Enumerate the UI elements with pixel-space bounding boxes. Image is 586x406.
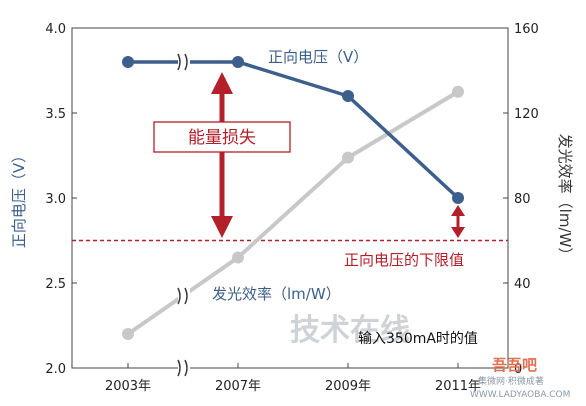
watermark-line1: 集微网·积微成著 (478, 375, 544, 387)
left-axis-title: 正向电压（V） (10, 148, 28, 248)
efficiency-point (232, 251, 244, 264)
right-axis-ticks: 0 40 80 120 160 (503, 22, 539, 377)
left-tick-label: 4.0 (45, 22, 66, 37)
efficiency-point (122, 328, 134, 340)
watermark-text: 技术在线 (290, 313, 410, 348)
threshold-label: 正向电压的下限值 (344, 251, 464, 269)
watermark-logo: 吾吾吧 (492, 356, 537, 374)
x-tick-label: 2009年 (325, 379, 371, 394)
series-label-voltage: 正向电压（V） (268, 48, 368, 66)
efficiency-point (342, 151, 354, 164)
left-tick-label: 3.5 (45, 107, 66, 122)
series-label-efficiency: 发光效率（lm/W） (212, 285, 341, 303)
voltage-point (122, 56, 134, 68)
break-mark (177, 287, 188, 305)
voltage-point (342, 90, 354, 102)
gap-arrow (451, 205, 465, 238)
voltage-point (452, 192, 464, 204)
watermark-line2: WWW.LADYAOBA.COM (470, 390, 570, 400)
energy-loss-label: 能量损失 (188, 128, 256, 148)
x-tick-label: 2011年 (435, 379, 481, 394)
left-tick-label: 2.5 (45, 277, 66, 292)
break-mark (177, 53, 188, 71)
condition-note: 输入350mA时的值 (358, 331, 478, 347)
left-tick-label: 3.0 (45, 192, 66, 207)
right-tick-label: 160 (514, 22, 539, 37)
left-axis-ticks: 2.0 2.5 3.0 3.5 4.0 (45, 22, 77, 377)
right-tick-label: 40 (514, 277, 531, 292)
axis-break-marks (177, 53, 190, 377)
x-tick-label: 2007年 (215, 379, 261, 394)
break-mark (177, 359, 188, 377)
energy-loss-arrow (211, 72, 233, 238)
x-tick-label: 2003年 (105, 379, 151, 394)
right-tick-label: 80 (514, 192, 531, 207)
efficiency-point (452, 85, 464, 98)
right-tick-label: 0 (514, 362, 522, 377)
left-tick-label: 2.0 (45, 362, 66, 377)
right-axis-title: 发光效率（lm/W） (556, 134, 574, 263)
voltage-point (232, 56, 244, 68)
right-tick-label: 120 (514, 107, 539, 122)
energy-loss-box (153, 121, 291, 153)
x-axis-ticks: 2003年 2007年 2009年 2011年 (105, 363, 481, 394)
